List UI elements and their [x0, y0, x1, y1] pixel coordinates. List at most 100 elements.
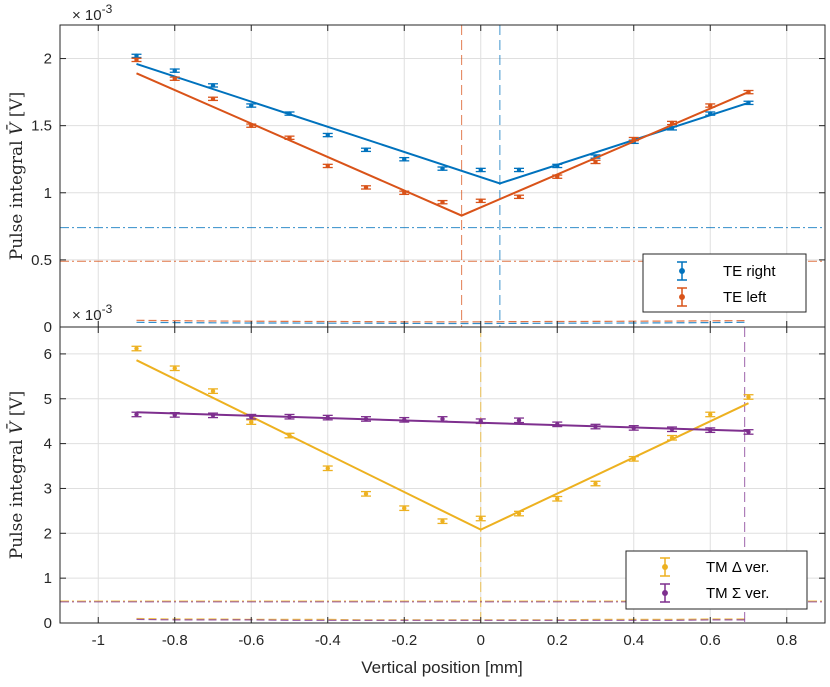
bot-point-0-0: [131, 345, 142, 352]
legend-te-right: TE right: [723, 263, 776, 280]
bot-point-0-15: [705, 411, 716, 418]
top-y-tick-label-0: 0: [44, 319, 52, 336]
bot-fit-line-0: [136, 359, 749, 531]
top-y-axis-label: Pulse integral V̄ [V]: [5, 92, 27, 261]
top-point-1-5: [322, 163, 333, 169]
top-ylabel-main: Pulse integral: [7, 140, 27, 260]
bot-point-0-10: [514, 510, 524, 517]
x-tick-label-9: 0.8: [776, 632, 797, 649]
bot-y-tick-label-2: 2: [44, 525, 52, 542]
bottom-legend-box: [625, 550, 808, 610]
bot-point-1-6: [361, 416, 371, 422]
top-data-marks: [131, 53, 754, 217]
top-point-0-4: [284, 111, 295, 116]
x-tick-label-1: -0.8: [162, 632, 188, 649]
top-y-tick-label-4: 2: [44, 51, 52, 68]
bot-point-1-0: [131, 411, 142, 418]
top-point-0-7: [399, 156, 410, 162]
bottom-legend: TM Δ ver. TM Σ ver.: [625, 550, 808, 610]
bot-point-1-14: [667, 426, 677, 433]
bot-y-tick-label-0: 0: [44, 615, 52, 632]
bot-y-tick-label-6: 6: [44, 346, 52, 363]
legend-te-left: TE left: [723, 289, 767, 306]
top-point-0-3: [246, 103, 257, 108]
top-point-0-11: [552, 163, 563, 169]
top-y-tick-label-2: 1: [44, 185, 52, 202]
bottom-exponent-power: -3: [102, 302, 113, 316]
top-point-0-5: [322, 132, 333, 138]
x-tick-label-2: -0.6: [238, 632, 264, 649]
top-legend-box: [642, 253, 807, 313]
top-reference-lines: [60, 25, 825, 327]
bot-baseline-1: [136, 618, 749, 621]
bot-point-1-8: [437, 416, 448, 422]
top-baseline-1: [136, 319, 749, 323]
top-ylabel-unit: [V]: [7, 92, 27, 118]
top-point-0-2: [208, 83, 218, 88]
top-exponent-label: × 10-3: [72, 2, 113, 24]
top-point-0-0: [131, 53, 142, 59]
bottom-ylabel-main: Pulse integral: [7, 439, 27, 559]
bottom-ticks: -1 -0.8 -0.6 -0.4 -0.2 0 0.2 0.4 0.6 0.8 0 1 2 3 4 5 6: [44, 327, 825, 649]
bot-point-0-13: [628, 455, 639, 462]
bot-y-tick-label-1: 1: [44, 570, 52, 587]
bot-point-0-11: [552, 495, 563, 502]
bot-point-0-4: [284, 432, 295, 439]
bot-point-0-8: [437, 518, 448, 525]
top-legend-marker-te-right: [677, 261, 687, 281]
bot-point-1-11: [552, 421, 563, 428]
top-point-1-8: [437, 199, 448, 205]
bot-point-1-7: [399, 416, 410, 423]
top-point-1-16: [743, 89, 754, 95]
top-point-1-2: [208, 96, 218, 102]
bot-point-1-9: [475, 418, 486, 425]
top-point-1-10: [514, 194, 524, 200]
legend-tm-delta: TM Δ ver.: [706, 559, 769, 576]
top-point-1-15: [705, 103, 716, 108]
top-point-0-15: [705, 111, 716, 116]
top-point-1-9: [475, 198, 486, 204]
bot-y-tick-label-3: 3: [44, 480, 52, 497]
bot-point-0-6: [361, 490, 371, 497]
x-tick-label-0: -1: [92, 632, 105, 649]
x-tick-label-4: -0.2: [391, 632, 417, 649]
top-y-tick-label-3: 1.5: [31, 118, 52, 135]
top-point-0-16: [743, 100, 754, 106]
bot-point-1-12: [590, 423, 601, 430]
bot-point-1-15: [705, 427, 716, 434]
top-point-1-4: [284, 135, 295, 141]
bot-point-1-5: [322, 414, 333, 421]
bottom-axes-box: [59, 326, 826, 624]
bot-point-1-10: [514, 417, 524, 424]
top-point-0-1: [169, 68, 180, 73]
bot-y-tick-label-5: 5: [44, 391, 52, 408]
top-legend: TE right TE left: [642, 253, 807, 313]
top-ticks: 0 0.5 1 1.5 2: [31, 25, 825, 336]
bot-point-0-12: [590, 480, 601, 487]
bottom-y-axis-label: Pulse integral V̄ [V]: [5, 391, 27, 560]
bot-point-1-3: [246, 413, 257, 420]
x-tick-label-6: 0.2: [547, 632, 568, 649]
bot-point-0-2: [208, 388, 218, 395]
top-point-1-12: [590, 159, 601, 165]
bot-point-0-9: [475, 515, 486, 522]
top-point-0-6: [361, 147, 371, 153]
top-fit-line-1: [136, 72, 749, 217]
bot-point-1-2: [208, 412, 218, 419]
x-tick-label-3: -0.4: [315, 632, 341, 649]
bot-point-0-3: [246, 419, 257, 425]
top-ylabel-symbol: V̄: [5, 121, 27, 135]
top-point-1-11: [552, 174, 563, 179]
x-tick-label-8: 0.6: [700, 632, 721, 649]
top-baseline-0: [136, 321, 749, 325]
top-point-0-8: [437, 166, 448, 171]
x-axis-label: Vertical position [mm]: [361, 658, 523, 677]
bottom-data-marks: [131, 345, 754, 531]
top-point-1-14: [667, 120, 677, 126]
bottom-ylabel-unit: [V]: [7, 391, 27, 417]
bottom-legend-marker-tm-sigma: [660, 583, 670, 603]
bot-point-0-1: [169, 365, 180, 372]
bottom-exponent-label: × 10-3: [72, 302, 113, 324]
top-exponent-power: -3: [102, 2, 113, 16]
